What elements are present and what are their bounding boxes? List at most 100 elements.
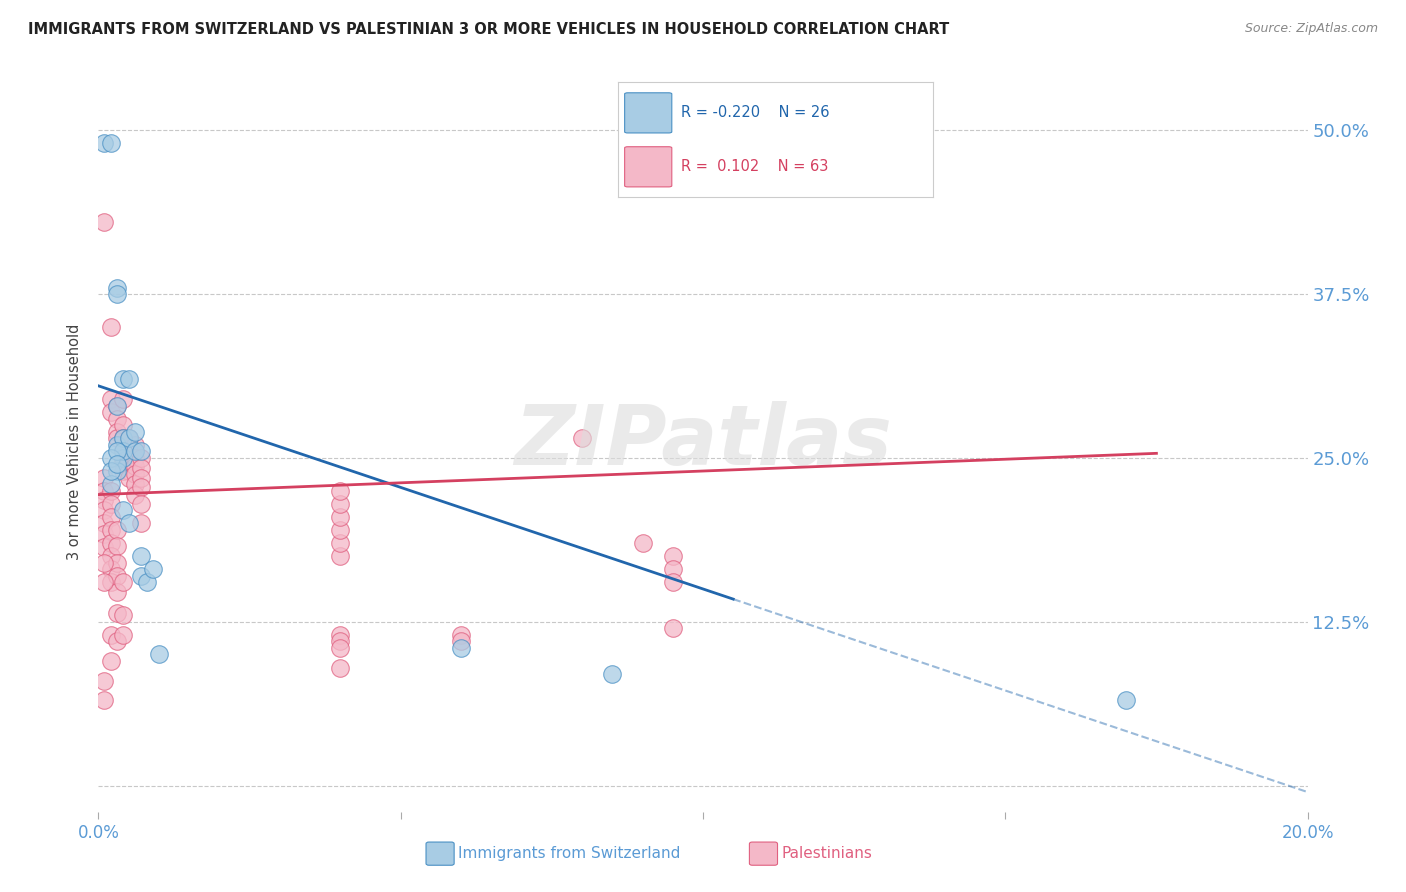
Point	[100, 483, 122, 498]
Point	[329, 483, 352, 498]
Point	[105, 438, 128, 452]
Point	[118, 372, 141, 386]
Point	[105, 539, 128, 553]
Point	[450, 634, 472, 648]
Text: Palestinians: Palestinians	[782, 847, 873, 861]
Point	[329, 536, 352, 550]
Point	[111, 431, 134, 445]
Point	[124, 438, 146, 452]
Point	[100, 136, 122, 151]
Point	[105, 523, 128, 537]
Point	[661, 575, 683, 590]
Point	[105, 556, 128, 570]
Point	[93, 215, 115, 229]
Text: Source: ZipAtlas.com: Source: ZipAtlas.com	[1244, 22, 1378, 36]
Point	[105, 425, 128, 439]
Point	[111, 450, 134, 465]
Point	[129, 480, 152, 494]
Point	[93, 527, 115, 541]
Point	[93, 503, 115, 517]
Point	[100, 509, 122, 524]
Point	[329, 634, 352, 648]
Point	[124, 467, 146, 481]
Point	[105, 458, 128, 472]
Point	[100, 319, 122, 334]
Point	[148, 648, 170, 662]
Point	[105, 569, 128, 583]
Point	[329, 523, 352, 537]
Point	[93, 516, 115, 531]
Point	[661, 562, 683, 576]
Point	[111, 628, 134, 642]
Point	[100, 575, 122, 590]
Point	[93, 136, 115, 151]
Point	[329, 497, 352, 511]
Point	[105, 399, 128, 413]
Point	[129, 461, 152, 475]
Point	[111, 453, 134, 467]
Text: IMMIGRANTS FROM SWITZERLAND VS PALESTINIAN 3 OR MORE VEHICLES IN HOUSEHOLD CORRE: IMMIGRANTS FROM SWITZERLAND VS PALESTINI…	[28, 22, 949, 37]
Point	[100, 464, 122, 478]
Point	[111, 503, 134, 517]
Point	[100, 654, 122, 668]
Point	[118, 470, 141, 484]
Point	[118, 516, 141, 531]
Point	[129, 549, 152, 564]
Point	[100, 392, 122, 406]
Point	[118, 453, 141, 467]
Y-axis label: 3 or more Vehicles in Household: 3 or more Vehicles in Household	[67, 324, 83, 559]
Point	[100, 562, 122, 576]
Point	[100, 450, 122, 465]
Point	[602, 667, 624, 681]
Point	[93, 673, 115, 688]
Point	[118, 444, 141, 458]
Point	[329, 509, 352, 524]
Point	[111, 444, 134, 458]
Point	[93, 540, 115, 554]
Point	[93, 483, 115, 498]
Point	[571, 431, 593, 445]
Point	[100, 523, 122, 537]
Point	[1115, 693, 1137, 707]
Text: ZIPatlas: ZIPatlas	[515, 401, 891, 482]
Point	[100, 628, 122, 642]
Point	[111, 418, 134, 433]
Point	[111, 392, 134, 406]
Point	[93, 492, 115, 507]
Point	[129, 516, 152, 531]
Point	[111, 444, 134, 458]
Point	[118, 431, 141, 445]
Point	[329, 660, 352, 674]
Point	[111, 608, 134, 623]
Point	[100, 477, 122, 491]
Point	[450, 640, 472, 655]
Point	[105, 634, 128, 648]
Point	[118, 431, 141, 445]
Point	[124, 450, 146, 465]
Point	[124, 444, 146, 458]
Point	[661, 549, 683, 564]
Point	[329, 640, 352, 655]
Point	[105, 606, 128, 620]
Point	[129, 497, 152, 511]
Point	[661, 621, 683, 635]
Point	[105, 280, 128, 294]
Point	[118, 464, 141, 478]
Point	[124, 458, 146, 473]
Point	[100, 497, 122, 511]
Point	[124, 477, 146, 491]
Point	[100, 536, 122, 550]
Point	[93, 470, 115, 484]
Point	[93, 693, 115, 707]
Point	[111, 431, 134, 445]
Point	[105, 399, 128, 413]
Point	[129, 470, 152, 484]
Point	[631, 536, 654, 550]
Point	[105, 431, 128, 445]
Point	[129, 569, 152, 583]
Point	[111, 575, 134, 590]
Point	[142, 562, 165, 576]
Point	[105, 287, 128, 301]
Point	[105, 584, 128, 599]
Point	[124, 425, 146, 439]
